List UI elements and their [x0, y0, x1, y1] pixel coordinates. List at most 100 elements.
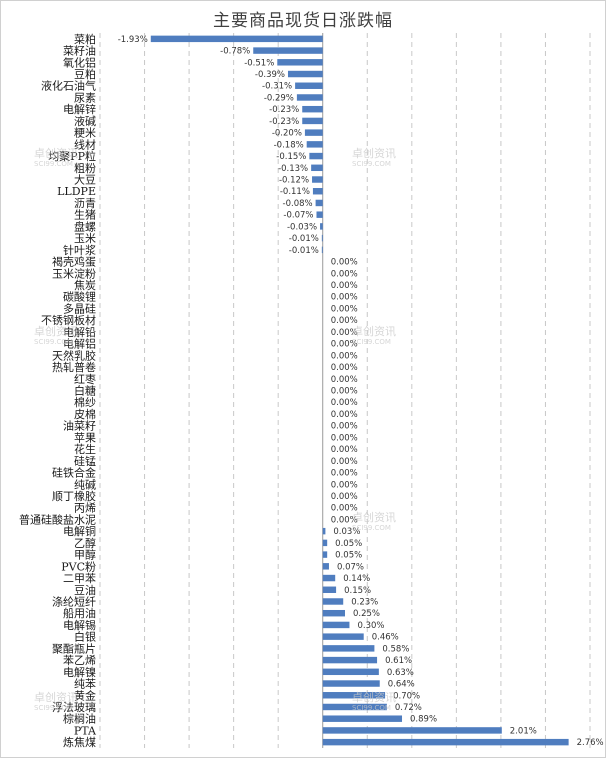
bar [306, 141, 323, 148]
data-label: 0.15% [344, 586, 371, 596]
data-label: 0.00% [331, 445, 358, 455]
bar [150, 35, 323, 43]
bar [322, 586, 337, 593]
category-label: 电解铅 [63, 325, 96, 339]
data-label: 0.00% [331, 410, 358, 420]
bar [322, 621, 350, 629]
category-label: 针叶浆 [63, 243, 96, 257]
data-label: 0.00% [331, 480, 358, 490]
data-label: -0.07% [283, 211, 313, 221]
data-label: 0.05% [335, 551, 362, 561]
category-label: 纯苯 [74, 677, 96, 691]
bar [296, 94, 323, 101]
category-label: 苯乙烯 [63, 653, 96, 667]
category-label: 船用油 [63, 606, 96, 620]
data-label: 0.00% [331, 422, 358, 432]
category-label: 尿素 [74, 91, 96, 104]
data-label: -0.31% [262, 82, 292, 92]
data-label: 0.72% [395, 703, 422, 713]
category-label: 均聚PP粒 [48, 149, 96, 163]
data-label: 0.25% [353, 609, 380, 619]
data-label: 0.63% [387, 668, 414, 678]
bar [322, 668, 379, 676]
category-label: 玉米 [74, 232, 96, 245]
bar [312, 176, 323, 183]
category-label: 红枣 [74, 373, 96, 386]
bar [302, 117, 323, 125]
category-label: 褐壳鸡蛋 [52, 255, 96, 269]
category-label: 不锈钢板材 [41, 313, 96, 327]
category-label: LLDPE [57, 185, 96, 198]
bar [315, 199, 323, 207]
data-label: 0.00% [331, 340, 358, 350]
category-label: 氧化铝 [63, 55, 96, 69]
bar [322, 738, 569, 746]
category-label: 电解锌 [63, 102, 96, 116]
chart-title: 主要商品现货日涨跌幅 [213, 11, 393, 31]
category-label: 多晶硅 [63, 301, 96, 315]
bar [322, 656, 378, 664]
category-label: 花生 [74, 442, 96, 456]
category-label: 碳酸锂 [63, 290, 96, 304]
category-label: 沥青 [74, 197, 96, 210]
data-label: 0.00% [331, 375, 358, 385]
category-label: 白糖 [74, 384, 96, 398]
bars [150, 35, 569, 746]
category-label: 液化石油气 [41, 79, 96, 93]
data-label: -0.78% [220, 47, 250, 57]
category-label: 电解镍 [63, 665, 96, 679]
category-label: 玉米淀粉 [52, 266, 96, 280]
bar [312, 188, 323, 195]
data-label: 2.76% [577, 738, 604, 748]
category-label: 天然乳胶 [52, 348, 96, 362]
bar [322, 633, 364, 640]
category-label: 大豆 [74, 173, 96, 187]
bar [322, 703, 387, 711]
bar [322, 551, 328, 558]
category-label: 豆粕 [74, 67, 96, 81]
bar [316, 211, 323, 218]
category-label: 菜粕 [74, 32, 96, 46]
category-label: 电解铝 [63, 337, 96, 351]
data-label: 0.00% [331, 328, 358, 338]
bar [322, 563, 329, 570]
data-label: 0.00% [331, 504, 358, 514]
data-labels: -1.93% -0.78%-0.51% -0.39% -0.31%-0.29% -0.2… [118, 35, 604, 748]
bar [304, 129, 323, 136]
data-label: -0.20% [272, 129, 302, 139]
data-label: 0.00% [331, 269, 358, 279]
category-label: 粳米 [74, 126, 96, 140]
data-label: -1.93% [118, 35, 148, 45]
category-label: 油菜籽 [63, 419, 96, 433]
bar [311, 164, 323, 172]
bar [309, 152, 323, 160]
bar [322, 692, 386, 699]
data-label: 0.00% [331, 363, 358, 373]
bar [322, 539, 328, 547]
data-label: 0.00% [331, 351, 358, 361]
category-label: 棉纱 [74, 395, 96, 409]
category-label: PTA [74, 724, 97, 737]
category-label: 豆油 [74, 583, 96, 597]
category-label: 生猪 [74, 208, 96, 222]
bar [322, 598, 344, 605]
data-label: 0.00% [331, 258, 358, 268]
data-label: 0.14% [343, 574, 370, 584]
category-label: 普通硅酸盐水泥 [19, 512, 96, 526]
bar [277, 59, 323, 66]
grid-lines [99, 33, 591, 748]
data-label: 0.00% [331, 316, 358, 326]
data-label: 0.00% [331, 281, 358, 291]
category-label: 皮棉 [74, 407, 96, 421]
category-label: 苹果 [74, 430, 96, 444]
data-label: 0.00% [331, 433, 358, 443]
bar [322, 645, 375, 652]
category-label: 乙醇 [74, 536, 96, 550]
category-label: 甲醇 [74, 548, 96, 562]
data-label: 0.89% [410, 715, 437, 725]
data-label: 0.07% [337, 562, 364, 572]
bar [322, 574, 336, 582]
data-label: -0.11% [280, 187, 310, 197]
data-label: 0.00% [331, 293, 358, 303]
